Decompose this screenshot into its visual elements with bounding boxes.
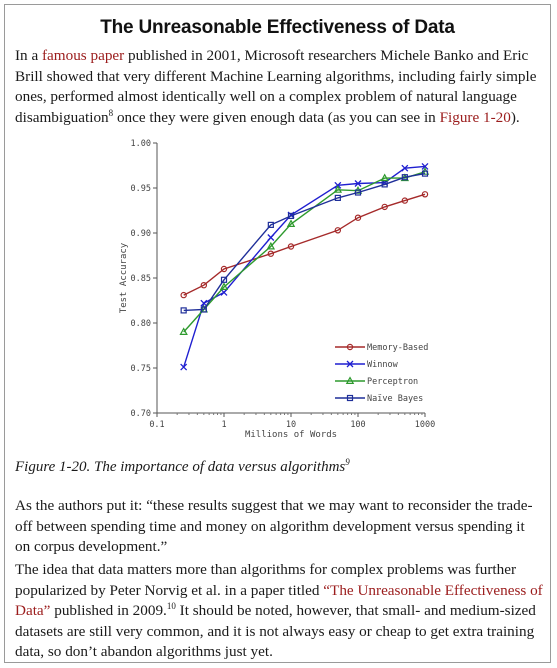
data-point-triangle [380,173,389,182]
data-point-square [287,212,295,220]
data-point-triangle [266,241,276,250]
legend-label-memory-based: Memory-Based [367,343,428,353]
figure-caption: Figure 1-20. The importance of data vers… [15,457,350,476]
y-tick-label: 0.80 [131,319,151,329]
data-point-x [267,234,275,241]
series-winnow [180,162,429,371]
quote-paragraph: As the authors put it: “these results su… [15,497,533,555]
data-point-square [267,221,274,229]
footnote-ref-9[interactable]: 9 [345,457,350,467]
data-point-square [346,394,354,402]
data-point-triangle [286,219,296,227]
caption-text: Figure 1-20. The importance of data vers… [15,459,346,475]
data-point-x [200,299,208,307]
data-point-circle [287,243,295,250]
data-point-x [180,363,188,371]
y-tick-label: 0.90 [131,229,151,239]
y-tick-label: 0.75 [131,364,151,374]
data-point-square [421,170,429,177]
intro-text-2: published in 2001, Microsoft researchers… [15,47,537,126]
section-title: The Unreasonable Effectiveness of Data [100,17,455,38]
x-tick-label: 100 [350,420,365,430]
data-point-x [421,162,429,170]
legend: Memory-Based Winnow Perceptron Naïve Bayes [335,343,428,404]
x-axis-label: Millions of Words [245,430,337,440]
closing-text-1: The idea that data matters more than alg… [15,561,517,599]
closing-paragraph: The idea that data matters more than alg… [15,560,543,663]
data-point-triangle [345,376,355,384]
intro-text-3: once they were given enough data (as you… [113,108,440,126]
famous-paper-link[interactable]: famous paper [42,47,125,64]
data-point-circle [200,281,208,289]
closing-text-2: published in 2009. [50,602,167,619]
series-line-perceptron [183,171,426,333]
data-point-circle [334,227,342,234]
intro-paragraph: In a famous paper published in 2001, Mic… [15,46,543,128]
y-tick-label: 0.85 [131,274,151,284]
data-point-square [200,306,207,313]
data-point-circle [180,291,187,299]
data-point-square [334,194,341,202]
norvig-paper-link[interactable]: “The Unreasonable Effectiveness of Data” [15,581,543,620]
data-point-triangle [179,327,188,335]
x-tick-label: 1 [221,420,226,430]
series-na-ve-bayes [180,170,429,314]
data-point-square [180,307,187,314]
series-line-na-ve-bayes [183,172,426,312]
series-perceptron [179,167,430,335]
intro-text-1: In a [15,47,42,64]
accuracy-chart: 0.70 0.75 0.80 0.85 0.90 0.95 1.00 0.1 1 10 100 100… [119,139,435,440]
data-point-square [401,174,408,181]
data-point-circle [354,214,362,221]
data-point-circle [220,265,228,273]
intro-text-4: ). [510,108,520,126]
closing-text-3: It should be noted, however, that small-… [15,602,536,660]
series-line-memory-based [183,193,426,296]
data-point-square [354,189,362,196]
data-point-circle [381,203,388,211]
data-point-x [220,288,228,296]
data-point-circle [346,343,354,351]
data-point-x [354,180,362,187]
figure-1-20-link[interactable]: Figure 1-20 [439,108,511,126]
legend-label-na-ve-bayes: Naïve Bayes [367,394,423,404]
data-point-x [401,164,409,172]
data-point-square [220,276,228,283]
y-tick-label: 1.00 [131,139,151,149]
series-memory-based [180,191,429,299]
data-point-circle [401,197,409,204]
y-tick-label: 0.95 [131,184,151,194]
x-tick-label: 10 [286,420,296,430]
data-point-circle [421,191,429,198]
x-tick-label: 1000 [415,420,435,430]
data-point-x [346,360,354,368]
data-point-circle [267,250,275,257]
footnote-ref-10[interactable]: 10 [166,600,176,611]
y-axis-label: Test Accuracy [119,242,129,313]
footnote-ref-8[interactable]: 8 [108,107,114,118]
series-line-winnow [183,165,426,368]
y-tick-label: 0.70 [131,409,151,419]
data-point-square [381,181,388,188]
data-point-triangle [333,185,343,193]
legend-label-perceptron: Perceptron [367,377,418,387]
data-point-triangle [219,282,229,290]
x-tick-label: 0.1 [149,420,164,430]
legend-label-winnow: Winnow [367,360,399,370]
page: The Unreasonable Effectiveness of Data I… [4,4,551,663]
